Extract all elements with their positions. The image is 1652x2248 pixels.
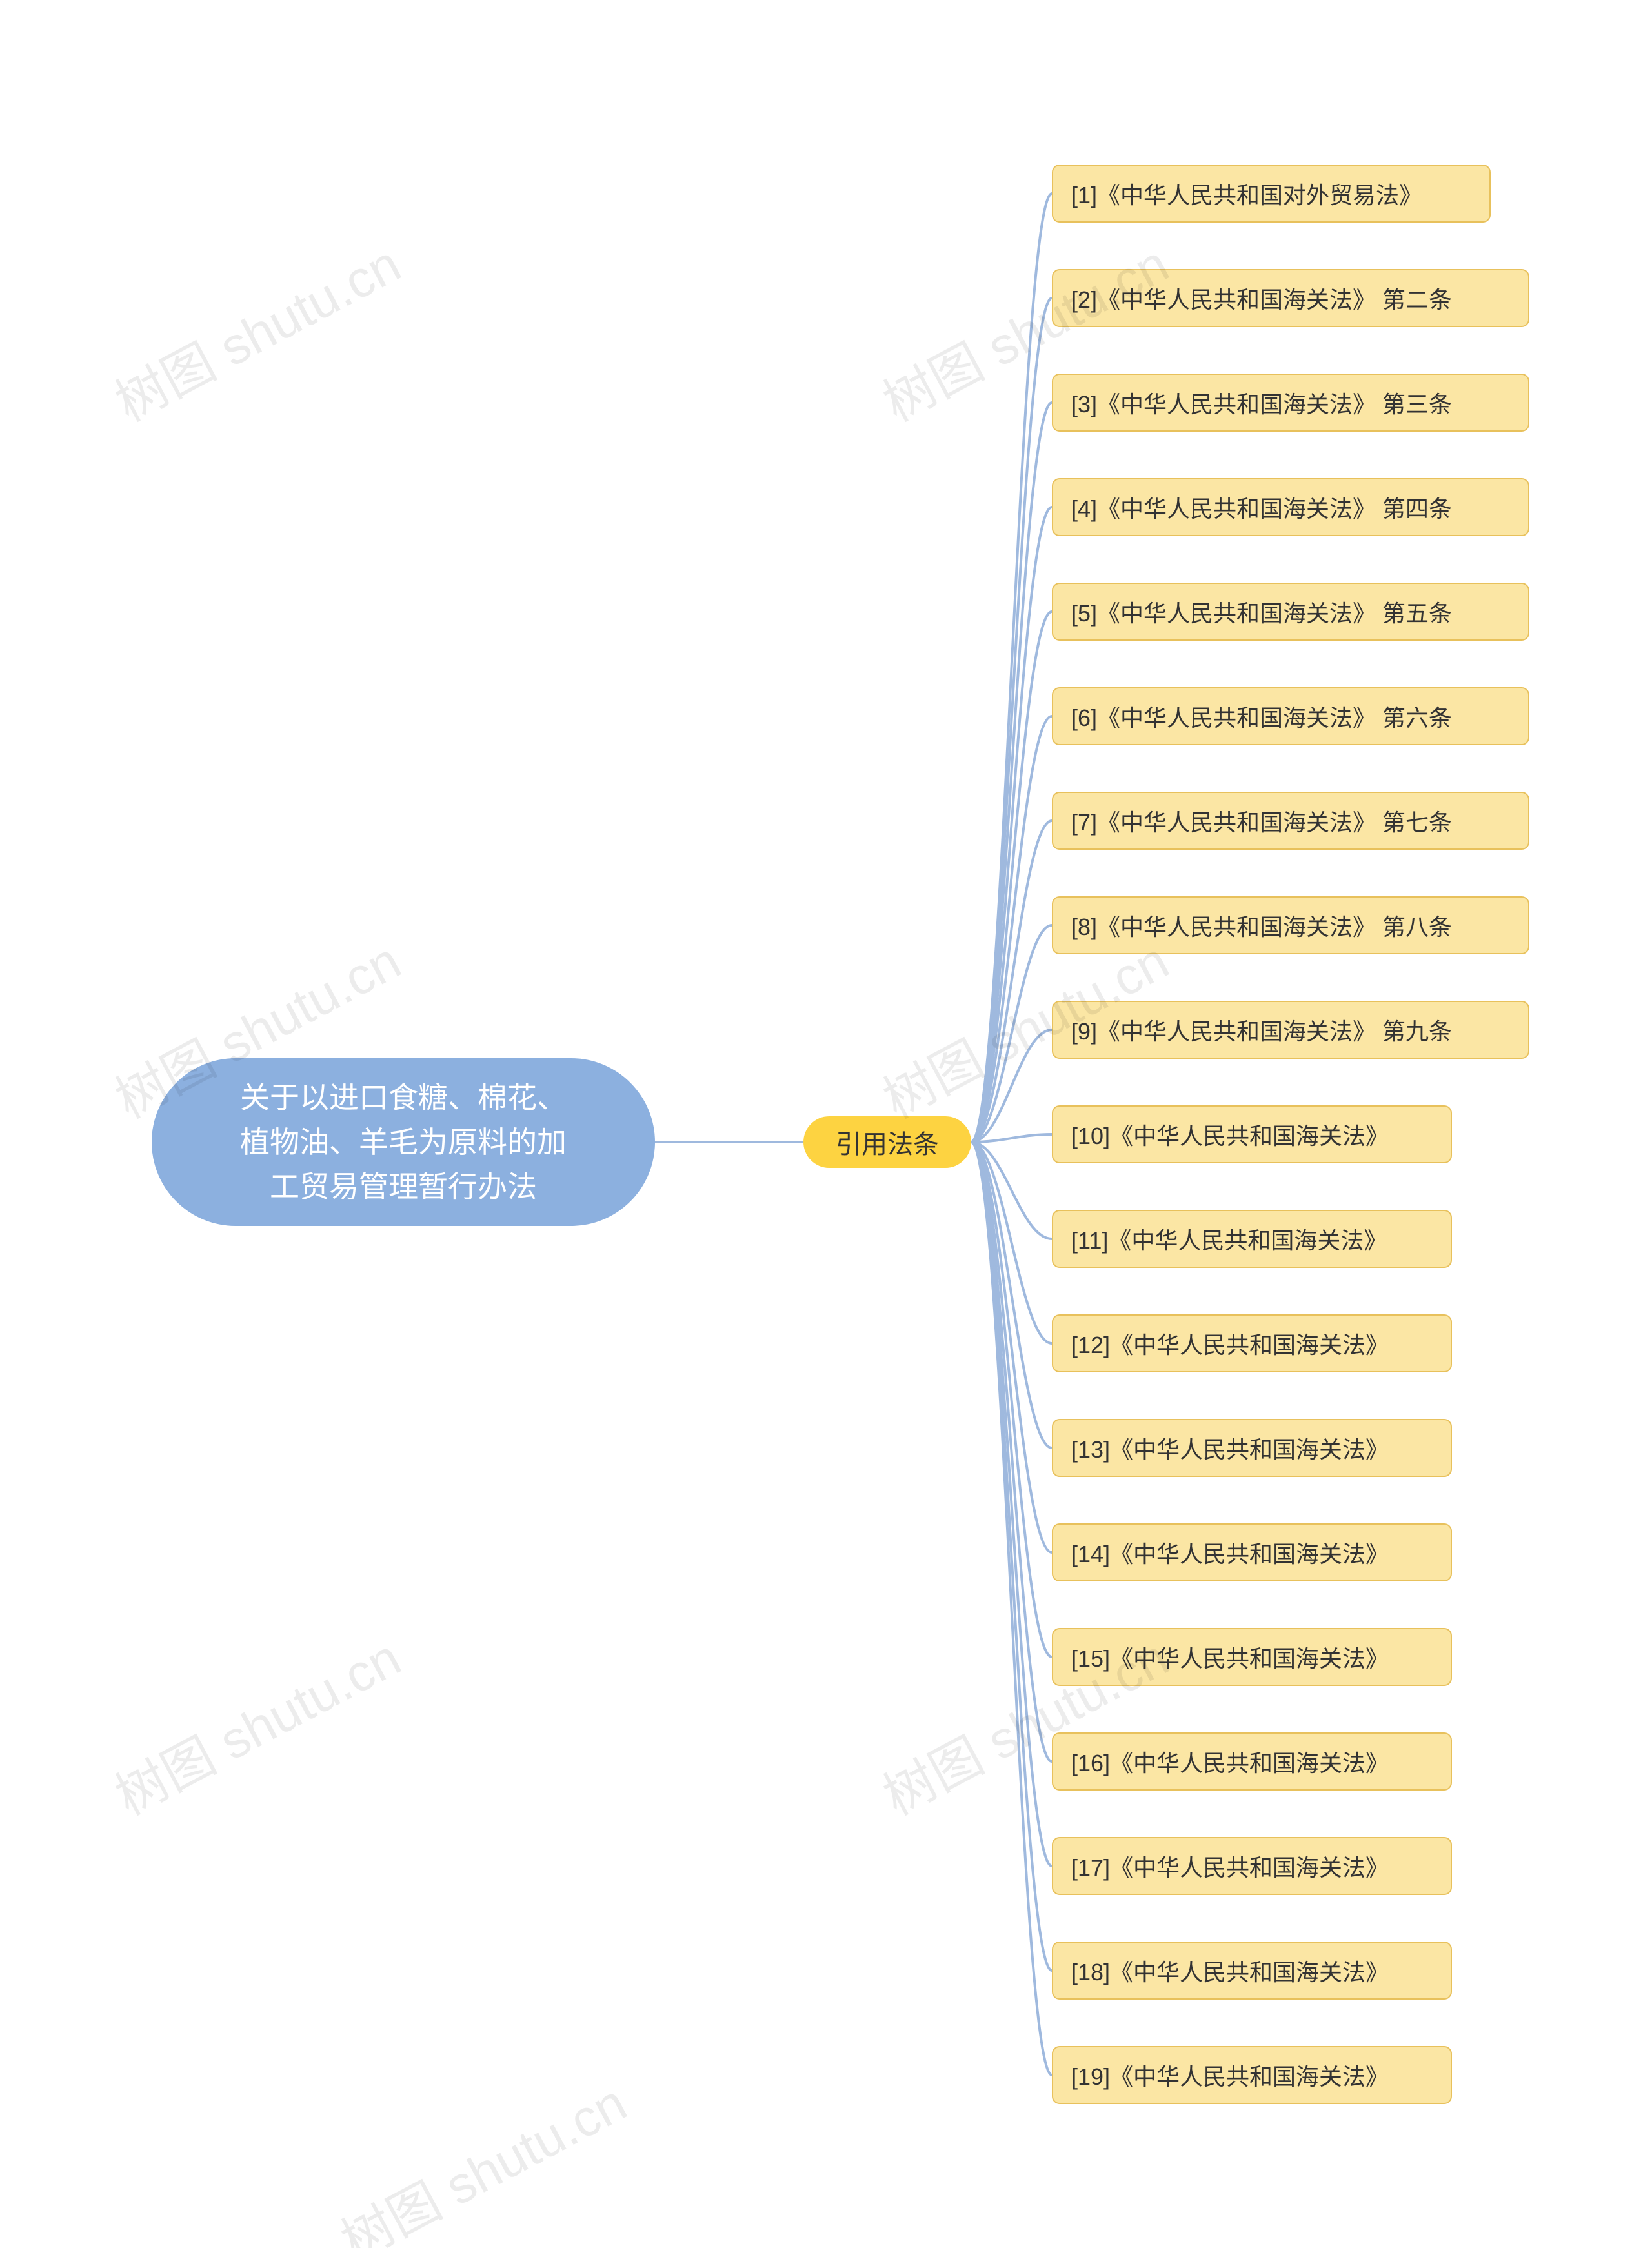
watermark: 树图 shutu.cn — [327, 2062, 638, 2248]
leaf-node[interactable]: [16]《中华人民共和国海关法》 — [1052, 1732, 1452, 1791]
leaf-node[interactable]: [12]《中华人民共和国海关法》 — [1052, 1314, 1452, 1372]
watermark: 树图 shutu.cn — [101, 223, 412, 436]
leaf-node-text: [16]《中华人民共和国海关法》 — [1071, 1745, 1389, 1778]
root-node[interactable]: 关于以进口食糖、棉花、 植物油、羊毛为原料的加 工贸易管理暂行办法 — [152, 1058, 655, 1226]
leaf-node-text: [18]《中华人民共和国海关法》 — [1071, 1954, 1389, 1987]
mid-node[interactable]: 引用法条 — [803, 1116, 971, 1168]
leaf-node[interactable]: [7]《中华人民共和国海关法》 第七条 — [1052, 792, 1529, 850]
leaf-node[interactable]: [11]《中华人民共和国海关法》 — [1052, 1210, 1452, 1268]
leaf-node-text: [6]《中华人民共和国海关法》 第六条 — [1071, 699, 1452, 733]
mindmap-canvas: { "canvas": { "width": 2560, "height": 3… — [0, 0, 1652, 2248]
leaf-node[interactable]: [4]《中华人民共和国海关法》 第四条 — [1052, 478, 1529, 536]
leaf-node[interactable]: [10]《中华人民共和国海关法》 — [1052, 1105, 1452, 1163]
leaf-node-text: [4]《中华人民共和国海关法》 第四条 — [1071, 490, 1452, 524]
leaf-node-text: [1]《中华人民共和国对外贸易法》 — [1071, 177, 1422, 210]
leaf-node-text: [14]《中华人民共和国海关法》 — [1071, 1536, 1389, 1569]
leaf-node[interactable]: [13]《中华人民共和国海关法》 — [1052, 1419, 1452, 1477]
leaf-node[interactable]: [6]《中华人民共和国海关法》 第六条 — [1052, 687, 1529, 745]
watermark: 树图 shutu.cn — [101, 1617, 412, 1830]
leaf-node-text: [5]《中华人民共和国海关法》 第五条 — [1071, 595, 1452, 628]
leaf-node[interactable]: [18]《中华人民共和国海关法》 — [1052, 1942, 1452, 2000]
leaf-node-text: [12]《中华人民共和国海关法》 — [1071, 1327, 1389, 1360]
leaf-node-text: [11]《中华人民共和国海关法》 — [1071, 1222, 1387, 1256]
leaf-node-text: [9]《中华人民共和国海关法》 第九条 — [1071, 1013, 1452, 1047]
leaf-node[interactable]: [3]《中华人民共和国海关法》 第三条 — [1052, 374, 1529, 432]
leaf-node[interactable]: [5]《中华人民共和国海关法》 第五条 — [1052, 583, 1529, 641]
leaf-node[interactable]: [8]《中华人民共和国海关法》 第八条 — [1052, 896, 1529, 954]
leaf-node-text: [13]《中华人民共和国海关法》 — [1071, 1431, 1389, 1465]
leaf-node[interactable]: [2]《中华人民共和国海关法》 第二条 — [1052, 269, 1529, 327]
leaf-node-text: [8]《中华人民共和国海关法》 第八条 — [1071, 908, 1452, 942]
leaf-node-text: [7]《中华人民共和国海关法》 第七条 — [1071, 804, 1452, 838]
leaf-node-text: [10]《中华人民共和国海关法》 — [1071, 1118, 1389, 1151]
leaf-node[interactable]: [14]《中华人民共和国海关法》 — [1052, 1523, 1452, 1581]
mid-node-text: 引用法条 — [836, 1123, 939, 1161]
leaf-node[interactable]: [15]《中华人民共和国海关法》 — [1052, 1628, 1452, 1686]
leaf-node-text: [2]《中华人民共和国海关法》 第二条 — [1071, 281, 1452, 315]
leaf-node-text: [15]《中华人民共和国海关法》 — [1071, 1640, 1389, 1674]
leaf-node-text: [17]《中华人民共和国海关法》 — [1071, 1849, 1389, 1883]
leaf-node[interactable]: [17]《中华人民共和国海关法》 — [1052, 1837, 1452, 1895]
leaf-node[interactable]: [19]《中华人民共和国海关法》 — [1052, 2046, 1452, 2104]
leaf-node[interactable]: [9]《中华人民共和国海关法》 第九条 — [1052, 1001, 1529, 1059]
leaf-node[interactable]: [1]《中华人民共和国对外贸易法》 — [1052, 165, 1491, 223]
leaf-node-text: [19]《中华人民共和国海关法》 — [1071, 2058, 1389, 2092]
leaf-node-text: [3]《中华人民共和国海关法》 第三条 — [1071, 386, 1452, 419]
root-node-text: 关于以进口食糖、棉花、 植物油、羊毛为原料的加 工贸易管理暂行办法 — [240, 1076, 567, 1209]
